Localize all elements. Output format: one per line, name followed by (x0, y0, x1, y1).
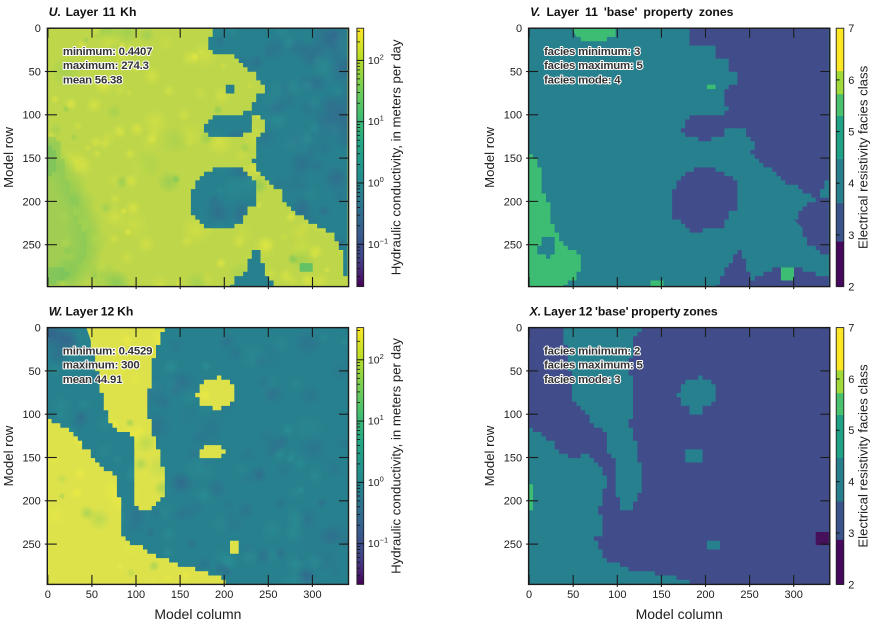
svg-text:150: 150 (23, 153, 41, 165)
svg-text:100: 100 (368, 175, 384, 190)
svg-text:5: 5 (848, 127, 854, 139)
svg-text:10−1: 10−1 (368, 536, 388, 551)
svg-text:50: 50 (29, 66, 41, 78)
svg-text:100: 100 (504, 110, 522, 122)
svg-text:facies mode: 4: facies mode: 4 (544, 74, 621, 86)
svg-text:facies minimum: 2: facies minimum: 2 (544, 345, 640, 357)
svg-text:5: 5 (848, 425, 854, 437)
svg-text:0: 0 (45, 589, 51, 601)
svg-text:200: 200 (504, 496, 522, 508)
svg-text:10−1: 10−1 (368, 236, 388, 251)
svg-text:maximum: 274.3: maximum: 274.3 (63, 60, 149, 72)
svg-text:300: 300 (303, 589, 321, 601)
svg-text:50: 50 (510, 66, 522, 78)
svg-text:7: 7 (848, 23, 854, 35)
svg-text:Model row: Model row (482, 127, 497, 188)
svg-text:100: 100 (23, 110, 41, 122)
svg-text:250: 250 (259, 589, 277, 601)
svg-text:200: 200 (215, 589, 233, 601)
svg-text:X. Layer 12 'base' property zo: X. Layer 12 'base' property zones (529, 304, 718, 318)
svg-text:100: 100 (22, 409, 40, 421)
svg-text:150: 150 (22, 452, 40, 464)
svg-text:facies mode: 3: facies mode: 3 (544, 374, 620, 386)
svg-text:Hydraulic conductivity, in met: Hydraulic conductivity, in meters per da… (389, 338, 404, 574)
svg-text:50: 50 (86, 589, 98, 601)
svg-text:200: 200 (22, 496, 40, 508)
svg-text:W. Layer 12 Kh: W. Layer 12 Kh (49, 304, 134, 318)
svg-text:U. Layer 11 Kh: U. Layer 11 Kh (49, 5, 137, 19)
svg-text:Model row: Model row (1, 127, 16, 188)
svg-text:100: 100 (504, 409, 522, 421)
svg-text:250: 250 (740, 589, 758, 601)
svg-text:101: 101 (368, 413, 384, 428)
svg-text:6: 6 (848, 374, 854, 386)
svg-text:facies minimum: 3: facies minimum: 3 (544, 46, 640, 58)
svg-text:300: 300 (785, 589, 803, 601)
svg-text:Electrical resistivity facies: Electrical resistivity facies class (856, 65, 871, 249)
svg-text:facies maximum: 5: facies maximum: 5 (544, 360, 643, 372)
svg-text:Model row: Model row (1, 425, 16, 486)
svg-text:0: 0 (35, 323, 41, 335)
svg-text:150: 150 (171, 589, 189, 601)
svg-text:0: 0 (35, 23, 41, 35)
svg-text:minimum: 0.4407: minimum: 0.4407 (63, 46, 152, 58)
svg-text:Model column: Model column (636, 606, 723, 622)
svg-text:150: 150 (504, 153, 522, 165)
svg-text:minimum: 0.4529: minimum: 0.4529 (63, 345, 152, 357)
svg-text:Electrical resistivity facies: Electrical resistivity facies class (856, 364, 871, 548)
svg-text:150: 150 (652, 589, 670, 601)
svg-text:6: 6 (848, 75, 854, 87)
svg-text:200: 200 (696, 589, 714, 601)
svg-text:200: 200 (23, 196, 41, 208)
svg-text:250: 250 (23, 240, 41, 252)
svg-text:0: 0 (516, 23, 522, 35)
svg-text:100: 100 (608, 589, 626, 601)
svg-text:102: 102 (368, 352, 384, 367)
svg-text:4: 4 (848, 178, 854, 190)
svg-text:3: 3 (848, 528, 854, 540)
svg-text:200: 200 (504, 196, 522, 208)
svg-text:102: 102 (368, 52, 384, 67)
svg-text:50: 50 (567, 589, 579, 601)
svg-text:facies maximum: 5: facies maximum: 5 (544, 60, 643, 72)
svg-text:Hydraulic conductivity, in met: Hydraulic conductivity, in meters per da… (389, 39, 404, 275)
svg-text:mean 44.91: mean 44.91 (63, 374, 123, 386)
svg-text:2: 2 (848, 282, 854, 294)
svg-text:250: 250 (22, 539, 40, 551)
svg-text:Model column: Model column (154, 606, 241, 622)
svg-text:50: 50 (510, 366, 522, 378)
svg-text:Model row: Model row (482, 425, 497, 486)
svg-text:4: 4 (848, 477, 854, 489)
svg-text:250: 250 (504, 539, 522, 551)
svg-text:0: 0 (526, 589, 532, 601)
svg-text:maximum: 300: maximum: 300 (63, 360, 140, 372)
svg-text:mean 56.38: mean 56.38 (63, 74, 122, 86)
svg-text:2: 2 (848, 579, 854, 591)
svg-text:V. Layer 11 'base' property zo: V. Layer 11 'base' property zones (530, 5, 734, 19)
svg-text:101: 101 (368, 114, 384, 129)
svg-text:150: 150 (504, 452, 522, 464)
svg-text:50: 50 (29, 366, 41, 378)
svg-text:250: 250 (504, 240, 522, 252)
svg-text:0: 0 (516, 323, 522, 335)
svg-text:100: 100 (368, 474, 384, 489)
svg-text:7: 7 (848, 323, 854, 335)
svg-text:100: 100 (127, 589, 145, 601)
svg-text:3: 3 (848, 230, 854, 242)
